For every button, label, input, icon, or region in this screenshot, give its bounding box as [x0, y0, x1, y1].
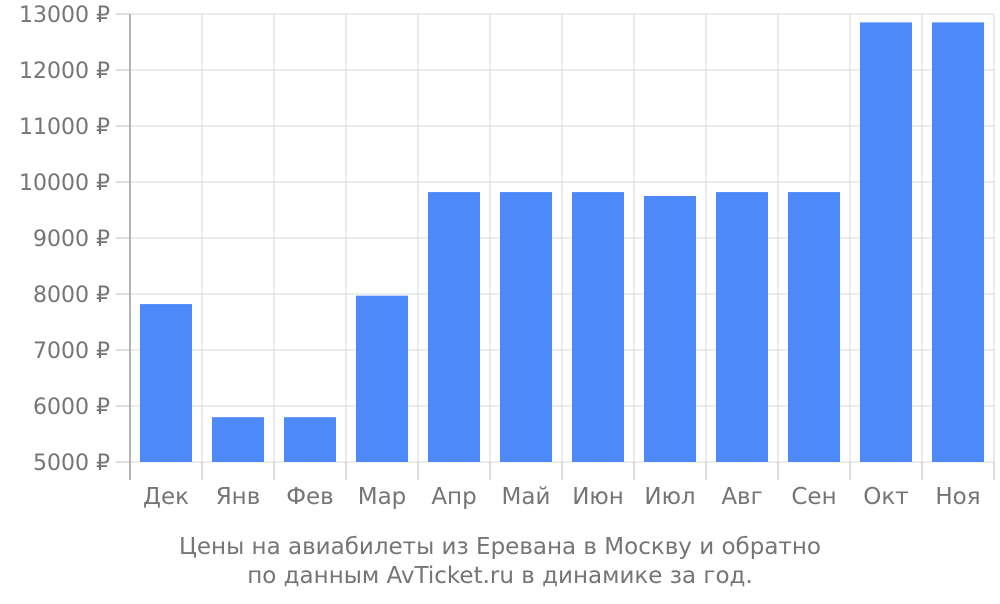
bar-3: [284, 417, 336, 462]
y-tick-label: 6000 ₽: [33, 395, 110, 420]
y-tick-label: 9000 ₽: [33, 227, 110, 252]
bar-4: [356, 295, 408, 462]
x-tick-label: Фев: [286, 484, 334, 510]
x-tick-label: Мар: [358, 484, 407, 510]
x-tick-label: Май: [502, 484, 551, 510]
y-tick-label: 8000 ₽: [33, 283, 110, 308]
y-tick-label: 10000 ₽: [19, 171, 110, 196]
y-tick-label: 5000 ₽: [33, 451, 110, 476]
bar-1: [140, 304, 192, 462]
x-tick-label: Ноя: [935, 484, 980, 510]
x-tick-label: Сен: [791, 484, 836, 510]
y-tick-label: 7000 ₽: [33, 339, 110, 364]
bar-12: [932, 22, 984, 463]
x-tick-label: Июл: [644, 484, 695, 510]
bar-11: [860, 22, 912, 463]
bar-10: [788, 192, 840, 462]
bar-9: [716, 192, 768, 462]
bar-5: [428, 192, 480, 462]
x-tick-label: Апр: [431, 484, 476, 510]
x-tick-label: Июн: [572, 484, 624, 510]
y-tick-label: 11000 ₽: [19, 115, 110, 140]
y-tick-label: 13000 ₽: [19, 3, 110, 28]
chart-caption-line-1: Цены на авиабилеты из Еревана в Москву и…: [179, 534, 821, 560]
chart-caption-line-2: по данным AvTicket.ru в динамике за год.: [247, 563, 753, 589]
x-tick-label: Окт: [863, 484, 908, 510]
x-tick-label: Авг: [721, 484, 762, 510]
x-tick-label: Янв: [216, 484, 261, 510]
bar-8: [644, 196, 696, 462]
bar-6: [500, 192, 552, 462]
y-tick-label: 12000 ₽: [19, 59, 110, 84]
bar-2: [212, 417, 264, 462]
x-tick-label: Дек: [143, 484, 189, 510]
bar-7: [572, 192, 624, 462]
